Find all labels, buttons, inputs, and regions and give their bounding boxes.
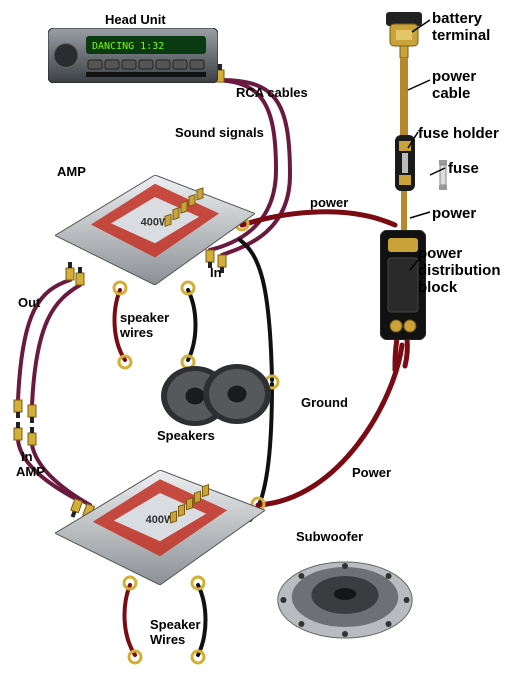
pointer-lines [0, 0, 515, 681]
wiring-diagram-canvas: DANCING 1:32 400W 400W [0, 0, 515, 681]
